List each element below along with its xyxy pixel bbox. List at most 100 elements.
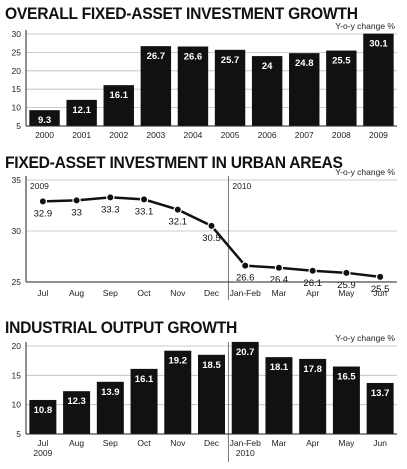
y-tick-label: 5 <box>16 429 21 439</box>
bar <box>289 53 320 126</box>
bar-value-label: 26.6 <box>184 52 203 63</box>
bar-value-label: 12.3 <box>67 396 86 407</box>
point-value-label: 33.1 <box>135 206 154 217</box>
bar-value-label: 12.1 <box>72 105 91 116</box>
unit-label: Y-o-y change % <box>335 21 395 31</box>
y-tick-label: 15 <box>12 370 22 380</box>
point-value-label: 30.5 <box>202 233 221 244</box>
x-tick-label: Apr <box>306 288 319 298</box>
x-tick-label: Oct <box>137 438 151 448</box>
bar <box>63 391 91 434</box>
point-value-label: 26.4 <box>270 275 289 286</box>
data-point <box>308 266 317 275</box>
x-tick-label: Jun <box>373 438 387 448</box>
y-tick-label: 25 <box>12 47 22 57</box>
x-tick-label: 2003 <box>146 130 165 140</box>
x-tick-label: 2000 <box>35 130 54 140</box>
data-point <box>139 195 149 204</box>
year-label: 2009 <box>33 448 52 458</box>
x-tick-label: Dec <box>204 438 220 448</box>
bar-value-label: 24 <box>262 61 273 72</box>
bar-value-label: 24.8 <box>295 58 314 69</box>
bar-value-label: 19.2 <box>169 356 188 367</box>
bar <box>177 46 209 126</box>
unit-label: Y-o-y change % <box>335 333 395 343</box>
point-value-label: 25.5 <box>371 284 390 295</box>
bar-value-label: 17.8 <box>303 364 322 375</box>
year-label: 2010 <box>232 181 251 191</box>
data-point <box>72 196 81 205</box>
data-point <box>241 261 250 270</box>
x-tick-label: Dec <box>204 288 220 298</box>
x-tick-label: Jan-Feb <box>230 288 261 298</box>
x-tick-label: 2002 <box>109 130 128 140</box>
x-tick-label: May <box>338 288 355 298</box>
x-tick-label: Aug <box>69 288 84 298</box>
bar <box>251 56 283 126</box>
y-tick-label: 20 <box>12 66 22 76</box>
y-tick-label: 30 <box>12 226 22 236</box>
bar-value-label: 10.8 <box>34 405 53 416</box>
bar <box>96 381 124 434</box>
x-tick-label: Nov <box>170 288 186 298</box>
x-tick-label: Apr <box>306 438 319 448</box>
data-point <box>173 205 182 214</box>
bar <box>29 110 60 126</box>
x-tick-label: 2008 <box>332 130 351 140</box>
bar-value-label: 16.5 <box>337 372 356 383</box>
bar-value-label: 30.1 <box>369 39 388 50</box>
bar-value-label: 18.5 <box>202 360 221 371</box>
point-value-label: 33 <box>71 207 82 218</box>
y-tick-label: 15 <box>12 84 22 94</box>
y-tick-label: 5 <box>16 121 21 131</box>
data-point <box>207 221 216 231</box>
bar-value-label: 25.7 <box>221 55 240 66</box>
bar <box>103 85 134 126</box>
bar <box>265 357 293 434</box>
bar-value-label: 18.1 <box>270 362 289 373</box>
bar <box>66 99 97 126</box>
point-value-label: 32.1 <box>169 217 188 228</box>
bar <box>326 50 357 126</box>
data-point <box>38 197 48 206</box>
x-tick-label: Aug <box>69 438 84 448</box>
x-tick-label: Sep <box>103 438 118 448</box>
bar <box>231 341 259 434</box>
x-tick-label: Nov <box>170 438 186 448</box>
x-tick-label: 2009 <box>369 130 388 140</box>
x-tick-label: Jun <box>373 288 387 298</box>
x-tick-label: 2004 <box>183 130 202 140</box>
y-tick-label: 30 <box>12 29 22 39</box>
chart1-title: OVERALL FIXED-ASSET INVESTMENT GROWTH <box>5 4 358 23</box>
year-label: 2009 <box>30 181 49 191</box>
x-tick-label: Jul <box>37 288 48 298</box>
data-point <box>274 263 284 272</box>
bar <box>366 382 394 434</box>
x-tick-label: Jan-Feb <box>230 438 261 448</box>
x-tick-label: 2005 <box>221 130 240 140</box>
bar <box>299 358 327 434</box>
y-tick-label: 20 <box>12 341 22 351</box>
point-value-label: 32.9 <box>34 208 53 219</box>
y-tick-label: 35 <box>12 175 22 185</box>
x-tick-label: Mar <box>272 438 287 448</box>
fixed-asset-growth-chart: 5 10 15 20 25 30 Y-o-y change % 9.3 2000 12.1 2001… <box>12 21 397 140</box>
bar <box>198 354 225 434</box>
data-point <box>375 272 385 282</box>
x-tick-label: Mar <box>272 288 287 298</box>
x-tick-label: Oct <box>137 288 151 298</box>
industrial-output-chart: 5 10 15 20 Y-o-y change % 10.8 Jul 12.3 Aug 13.9 S… <box>12 333 397 462</box>
x-tick-label: 2007 <box>295 130 314 140</box>
unit-label: Y-o-y change % <box>335 167 395 177</box>
bar-value-label: 16.1 <box>110 90 129 101</box>
bar <box>164 350 192 434</box>
chart3-title: INDUSTRIAL OUTPUT GROWTH <box>5 318 238 337</box>
data-point <box>342 268 351 278</box>
point-value-label: 33.3 <box>101 204 120 215</box>
point-value-label: 25.9 <box>337 280 356 291</box>
data-point <box>106 193 115 202</box>
bar-value-label: 13.7 <box>371 388 390 399</box>
year-label: 2010 <box>236 448 255 458</box>
y-tick-label: 10 <box>12 400 22 410</box>
bar <box>140 46 172 126</box>
